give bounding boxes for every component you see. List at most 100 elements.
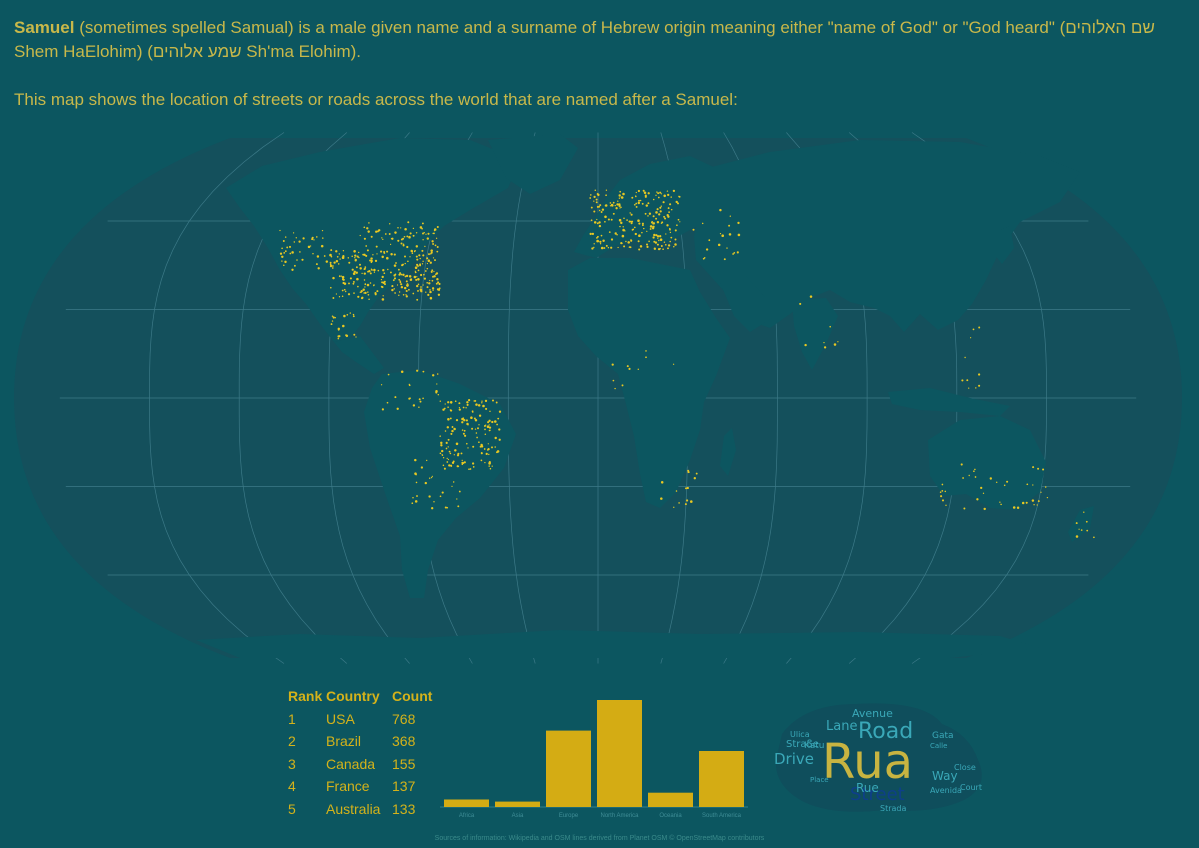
street-point bbox=[317, 267, 320, 270]
street-point bbox=[321, 229, 324, 232]
landmass-madagascar bbox=[720, 428, 736, 476]
table-row: 1 USA 768 bbox=[288, 708, 452, 731]
street-point bbox=[341, 289, 344, 292]
street-point bbox=[436, 383, 438, 385]
street-point bbox=[323, 255, 326, 257]
street-point bbox=[638, 234, 641, 237]
street-point bbox=[631, 229, 634, 231]
street-point bbox=[667, 193, 670, 197]
street-point bbox=[412, 404, 416, 407]
street-point bbox=[404, 255, 406, 258]
street-point bbox=[619, 207, 621, 209]
street-point bbox=[625, 240, 627, 243]
bar-north-america bbox=[597, 700, 642, 807]
street-point bbox=[659, 235, 662, 238]
street-point bbox=[439, 452, 442, 455]
landmass-north-america bbox=[226, 138, 520, 342]
street-point bbox=[647, 192, 650, 195]
street-point bbox=[486, 425, 490, 428]
street-point bbox=[473, 417, 476, 420]
street-point bbox=[612, 379, 615, 382]
street-point bbox=[614, 387, 616, 390]
street-point bbox=[386, 250, 389, 253]
street-point bbox=[437, 281, 440, 284]
street-point bbox=[442, 408, 445, 411]
street-point bbox=[595, 198, 598, 201]
street-point bbox=[1006, 480, 1009, 483]
street-point bbox=[488, 429, 491, 432]
street-point bbox=[650, 221, 653, 224]
street-point bbox=[393, 277, 397, 280]
street-point bbox=[603, 247, 606, 249]
street-point bbox=[431, 269, 434, 272]
street-point bbox=[337, 337, 340, 340]
street-point bbox=[389, 271, 392, 274]
street-point bbox=[653, 233, 656, 237]
street-point bbox=[325, 260, 329, 263]
street-point bbox=[978, 326, 981, 329]
street-point bbox=[367, 293, 370, 296]
landmass-australia bbox=[928, 416, 1046, 510]
street-point bbox=[630, 213, 633, 216]
street-point bbox=[728, 233, 732, 236]
street-point bbox=[395, 262, 397, 264]
street-point bbox=[657, 247, 661, 251]
street-point bbox=[426, 262, 429, 265]
street-point bbox=[640, 245, 643, 248]
street-point bbox=[335, 260, 339, 263]
street-point bbox=[660, 497, 663, 500]
street-point bbox=[442, 457, 445, 459]
bar-category-label: Asia bbox=[512, 813, 524, 819]
street-point bbox=[604, 204, 608, 207]
street-point bbox=[639, 199, 642, 202]
street-point bbox=[402, 293, 405, 296]
street-point bbox=[496, 450, 500, 453]
street-point bbox=[432, 374, 435, 377]
street-point bbox=[359, 267, 362, 270]
street-point bbox=[416, 276, 418, 278]
street-point bbox=[368, 298, 370, 300]
street-point bbox=[417, 278, 420, 281]
street-point bbox=[343, 314, 346, 318]
street-point bbox=[941, 490, 944, 492]
street-point bbox=[447, 401, 450, 404]
street-point bbox=[408, 235, 411, 239]
street-point bbox=[631, 196, 634, 199]
street-point bbox=[599, 204, 602, 207]
street-point bbox=[645, 243, 649, 246]
street-point bbox=[605, 244, 608, 247]
street-point bbox=[355, 336, 357, 338]
street-point bbox=[377, 269, 380, 272]
street-point bbox=[999, 501, 1001, 503]
street-point bbox=[685, 487, 687, 490]
street-point bbox=[443, 467, 446, 470]
street-point bbox=[737, 233, 741, 237]
street-point bbox=[418, 398, 421, 401]
street-point bbox=[497, 417, 500, 420]
street-point bbox=[455, 442, 459, 446]
street-point bbox=[422, 239, 424, 241]
street-point bbox=[389, 223, 391, 225]
street-point bbox=[612, 212, 615, 215]
street-point bbox=[291, 268, 294, 271]
street-point bbox=[612, 201, 615, 204]
street-point bbox=[609, 202, 612, 204]
street-point bbox=[426, 237, 429, 240]
street-point bbox=[799, 302, 802, 305]
street-point bbox=[330, 323, 333, 326]
street-point bbox=[419, 263, 422, 266]
street-point bbox=[417, 283, 420, 286]
street-point bbox=[647, 202, 650, 205]
street-point bbox=[618, 218, 622, 222]
street-point bbox=[429, 289, 431, 291]
street-point bbox=[331, 267, 334, 269]
street-point bbox=[411, 502, 414, 505]
street-point bbox=[491, 446, 493, 449]
street-point bbox=[478, 404, 481, 407]
street-point bbox=[494, 446, 496, 448]
street-point bbox=[940, 495, 943, 498]
street-point bbox=[446, 426, 450, 429]
street-point bbox=[398, 278, 401, 281]
street-point bbox=[353, 273, 356, 275]
street-point bbox=[655, 194, 657, 196]
